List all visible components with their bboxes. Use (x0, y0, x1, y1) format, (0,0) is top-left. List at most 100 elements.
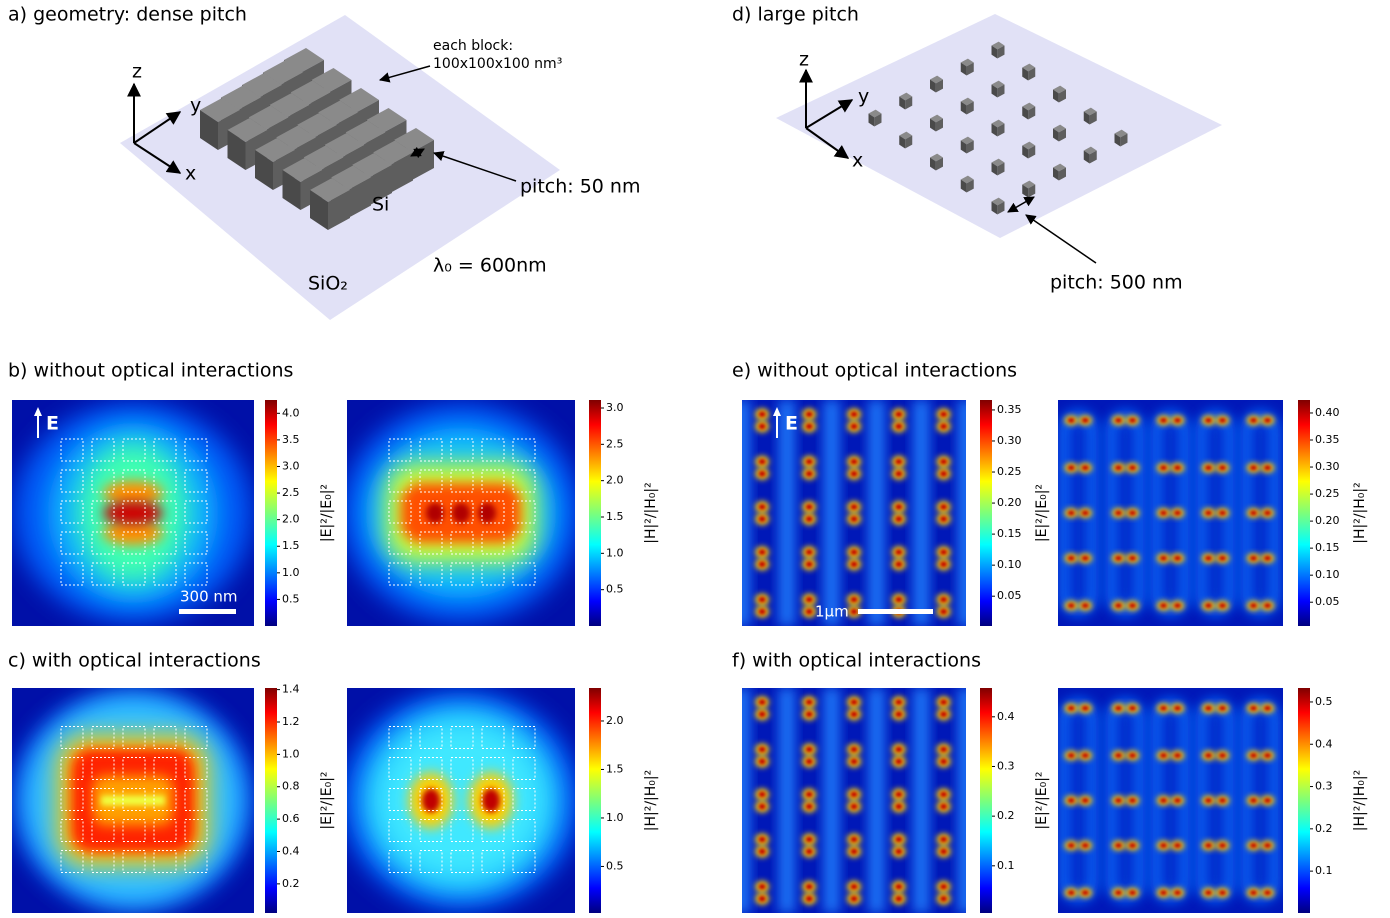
field-blob (940, 848, 948, 855)
block-top (1053, 163, 1066, 172)
block-top (331, 165, 371, 190)
block-outline (481, 469, 505, 493)
field-blob (1067, 555, 1075, 561)
colorbar-tick-label: 1.0 (282, 747, 300, 760)
scale-bar-label: 300 nm (180, 588, 238, 606)
block-outline (153, 757, 177, 780)
block-left (255, 150, 273, 190)
block-left (227, 130, 246, 170)
block-left (960, 179, 967, 193)
field-blob (1115, 890, 1122, 896)
field-blob (1219, 798, 1226, 803)
block-outline (122, 757, 146, 780)
field-blob (1174, 555, 1181, 561)
field-blob (1250, 555, 1257, 561)
field-blob (850, 423, 858, 430)
coordinate-axes (127, 68, 854, 174)
colorbar (1298, 688, 1310, 913)
block-outline (481, 788, 505, 811)
block-top (1022, 102, 1036, 111)
block-outline (388, 562, 412, 586)
block-outline (419, 500, 443, 524)
block-outline (60, 531, 84, 555)
block-top (284, 48, 324, 72)
field-blob (1115, 843, 1122, 848)
block-outline (481, 726, 505, 749)
block-top (276, 125, 316, 150)
block-right (370, 165, 392, 205)
field-blob (758, 746, 766, 753)
colorbar-tick-label: 0.5 (1315, 695, 1333, 708)
heatmap (1058, 688, 1283, 913)
field-blob (940, 803, 948, 810)
block-outline (91, 469, 115, 493)
block-outline (450, 531, 474, 555)
block-outline (60, 500, 84, 524)
field-blob (850, 596, 858, 603)
block-outline (388, 531, 412, 555)
block-left (1053, 89, 1059, 103)
field-blob (758, 608, 766, 615)
field-blob (758, 711, 766, 718)
field-blob (823, 400, 840, 626)
colorbar-tick-label: 0.15 (1315, 541, 1340, 554)
colorbar-label: |E|²/|E₀|² (319, 771, 335, 829)
field-blob (1067, 417, 1075, 423)
block-outline (91, 438, 115, 462)
block-outline (512, 438, 536, 462)
block-top (1022, 180, 1036, 189)
field-blob (895, 411, 903, 418)
field-blob (1160, 705, 1167, 711)
heatmap (12, 688, 254, 913)
colorbar (589, 400, 601, 626)
field-blob (1115, 705, 1122, 711)
block-outline (419, 726, 443, 749)
field-blob (805, 836, 813, 843)
panel-label: c) with optical interactions (8, 650, 261, 672)
field-blob (1160, 555, 1167, 561)
field-blob (940, 608, 948, 615)
field-blob (895, 516, 903, 522)
field-blob (1160, 510, 1167, 516)
colorbar-tick-label: 2.5 (606, 437, 624, 450)
field-blob (1219, 753, 1226, 758)
field-blob (1264, 890, 1271, 896)
block-outlines (388, 726, 536, 873)
block-top (899, 131, 913, 140)
block-outline (450, 562, 474, 586)
block-outline (481, 819, 505, 842)
block-top (324, 133, 365, 157)
field-blob (758, 848, 766, 855)
block-right (1028, 67, 1036, 81)
field-blob (422, 788, 440, 813)
colorbar-tick-label: 3.0 (606, 401, 624, 414)
field-blob (805, 711, 813, 718)
field-blob (778, 688, 795, 913)
block-top (1083, 107, 1097, 116)
field-blob (1081, 753, 1089, 758)
field-blob (1219, 417, 1226, 423)
block-left (991, 45, 998, 59)
colorbar-tick-label: 0.4 (282, 844, 300, 857)
field-blob (1174, 603, 1181, 609)
block-outlines (60, 438, 208, 586)
field-blob (742, 400, 750, 626)
field-blob (1174, 705, 1181, 711)
block-outline (153, 438, 177, 462)
axis-label: y (190, 95, 201, 117)
colorbar-tick-label: 0.25 (1315, 487, 1340, 500)
block-outline (91, 757, 115, 780)
field-blob (805, 596, 813, 603)
colorbar-label: |E|²/|E₀|² (1034, 484, 1050, 542)
field-blob (805, 895, 813, 902)
field-blob (1129, 798, 1136, 803)
field-blob (940, 895, 948, 902)
block-top (991, 158, 1005, 167)
block-right (1120, 133, 1128, 147)
field-blob (1081, 465, 1089, 471)
field-blob (940, 549, 948, 556)
block-outline (388, 819, 412, 842)
field-blob (895, 561, 903, 568)
block-outline (122, 438, 146, 462)
